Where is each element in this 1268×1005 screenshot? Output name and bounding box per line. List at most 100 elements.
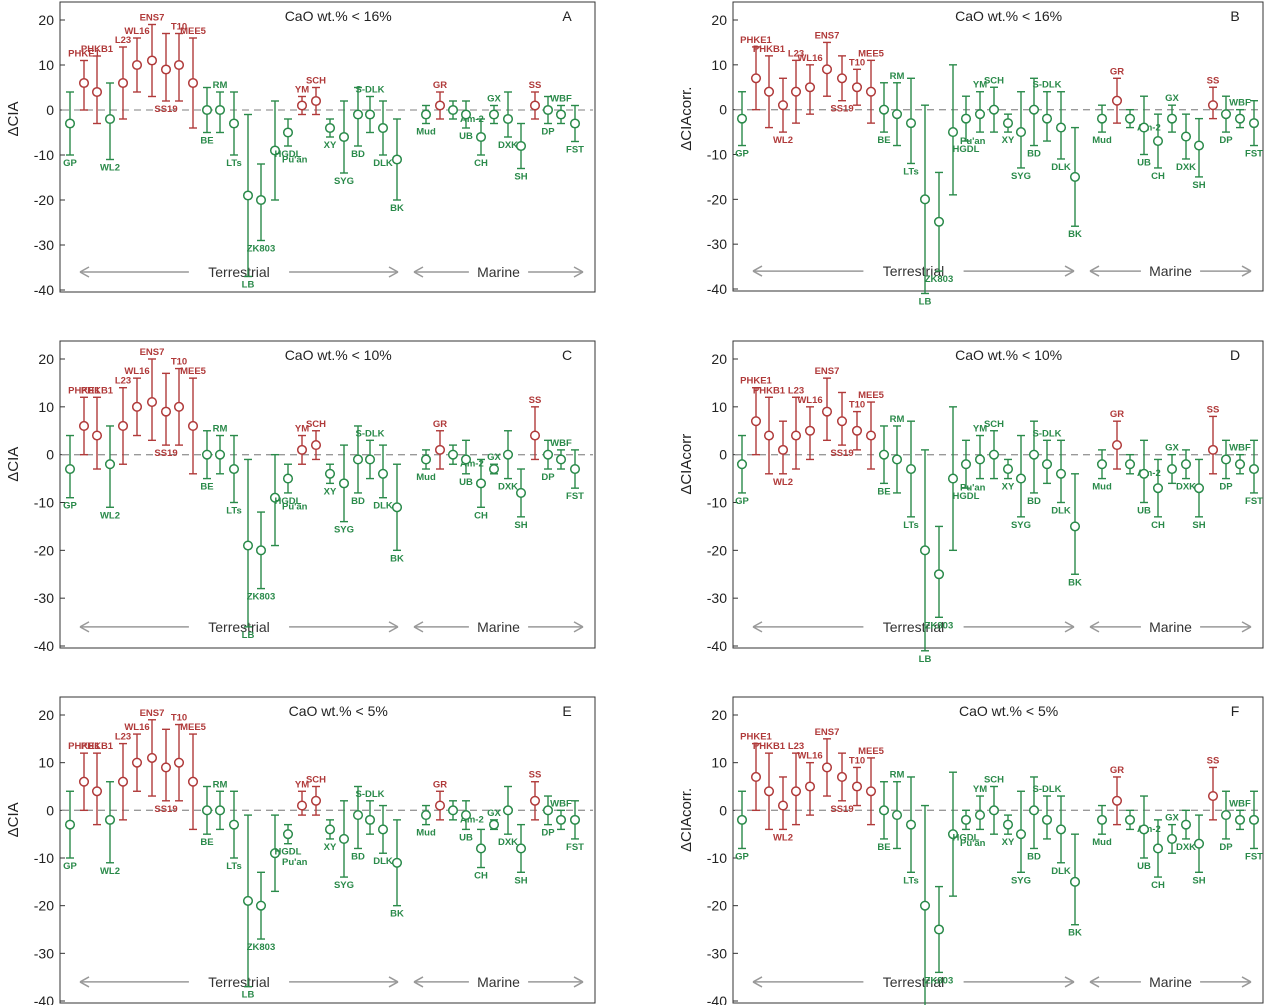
region-label: Terrestrial <box>883 263 944 279</box>
point-marker <box>117 420 129 432</box>
point-label: ZK803 <box>925 274 954 285</box>
point-label: BK <box>1068 928 1082 939</box>
y-tick-label: -20 <box>34 898 54 914</box>
region-arrow-head-left <box>79 266 90 278</box>
point-label: GP <box>735 851 749 862</box>
data-point-fst: FST <box>1245 439 1263 507</box>
data-point-s-dlk: S-DLK <box>1032 80 1062 142</box>
point-label: UB <box>459 832 473 843</box>
point-marker <box>1180 459 1192 470</box>
data-point-rm: RM <box>213 779 227 831</box>
data-point-lts: LTs <box>226 434 242 517</box>
point-label: WL2 <box>773 477 793 488</box>
point-marker <box>878 805 890 816</box>
region-arrow-head-right <box>1241 265 1252 277</box>
point-label: GR <box>433 779 447 790</box>
data-point-ss19: SS19 <box>154 372 178 459</box>
data-point-bk: BK <box>390 463 404 564</box>
point-marker <box>420 810 432 821</box>
data-point-phke1: PHKE1 <box>740 35 773 111</box>
point-label: SS19 <box>154 104 177 115</box>
point-label: FST <box>1245 149 1263 160</box>
data-point-t10: T10 <box>171 357 187 446</box>
point-label: BE <box>200 482 213 493</box>
point-marker <box>377 468 389 479</box>
point-marker <box>475 843 487 854</box>
point-marker <box>1248 463 1260 475</box>
y-tick-label: 20 <box>38 707 54 723</box>
point-label: GP <box>735 496 749 507</box>
data-point-rm: RM <box>890 71 904 147</box>
point-label: PHKB1 <box>753 44 786 55</box>
point-label: S-DLK <box>1032 428 1061 439</box>
point-marker <box>1002 463 1014 475</box>
data-point-syg: SYG <box>1011 434 1031 531</box>
point-marker <box>104 459 116 470</box>
point-label: BD <box>351 496 365 507</box>
region-arrow-head-right <box>388 976 399 988</box>
data-point-ss19: SS19 <box>154 728 178 815</box>
y-axis-label: ΔCIA <box>5 802 22 837</box>
point-label: SH <box>1192 180 1205 191</box>
data-point-fst: FST <box>566 449 584 502</box>
data-point-gp: GP <box>63 790 78 872</box>
data-point-am-2: Am-2 <box>447 100 484 125</box>
data-point-phkb1: PHKB1 <box>81 741 114 826</box>
point-label: Am-2 <box>460 114 484 125</box>
point-label: XY <box>324 486 337 497</box>
point-label: PHKE1 <box>740 732 772 743</box>
point-marker <box>960 814 972 825</box>
point-label: GP <box>63 501 77 512</box>
point-marker <box>777 444 789 455</box>
data-point-gx: GX <box>1165 443 1180 485</box>
point-marker <box>131 59 143 71</box>
point-marker <box>736 814 748 825</box>
data-point-pu-an: Pu'an <box>947 64 986 196</box>
point-marker <box>502 805 514 816</box>
point-label: HGDL <box>275 149 302 160</box>
data-point-bd: BD <box>1027 77 1041 160</box>
data-point-ss: SS <box>529 770 541 821</box>
data-point-phke1: PHKE1 <box>68 385 101 456</box>
point-label: YM <box>295 779 309 790</box>
region-arrow-head-left <box>79 976 90 988</box>
point-marker <box>488 109 500 120</box>
point-label: UB <box>1137 506 1151 517</box>
point-label: S-DLK <box>355 789 384 800</box>
region-label-bg <box>1140 261 1201 280</box>
point-marker <box>790 86 802 97</box>
point-label: SS19 <box>154 804 177 815</box>
y-tick-label: -10 <box>34 850 54 866</box>
point-marker <box>1234 459 1246 470</box>
data-point-wl2: WL2 <box>100 425 120 521</box>
panel-title: CaO wt.% < 5% <box>289 703 388 719</box>
point-label: XY <box>324 140 337 151</box>
point-label: S-DLK <box>355 85 384 96</box>
point-label: ENS7 <box>815 30 840 41</box>
point-label: ZK803 <box>925 620 954 631</box>
point-marker <box>201 805 213 816</box>
point-marker <box>269 145 281 156</box>
point-marker <box>777 100 789 111</box>
point-marker <box>447 104 459 116</box>
point-marker <box>736 459 748 470</box>
region-label: Terrestrial <box>208 264 269 280</box>
point-marker <box>529 430 541 441</box>
point-label: SS <box>529 395 542 406</box>
point-label: ENS7 <box>140 708 165 719</box>
y-tick-label: 20 <box>711 12 727 28</box>
point-label: LTs <box>226 158 241 169</box>
data-point-be: BE <box>200 785 214 848</box>
point-marker <box>377 122 389 134</box>
point-label: SYG <box>1011 171 1031 182</box>
data-point-sch: SCH <box>984 75 1004 133</box>
point-label: PHKB1 <box>81 741 114 752</box>
point-marker <box>201 449 213 460</box>
point-marker <box>488 819 500 830</box>
point-label: Mud <box>416 472 436 483</box>
point-marker <box>1207 444 1219 455</box>
data-point-xy: XY <box>1002 113 1015 146</box>
point-label: SCH <box>984 419 1004 430</box>
point-marker <box>214 805 226 816</box>
